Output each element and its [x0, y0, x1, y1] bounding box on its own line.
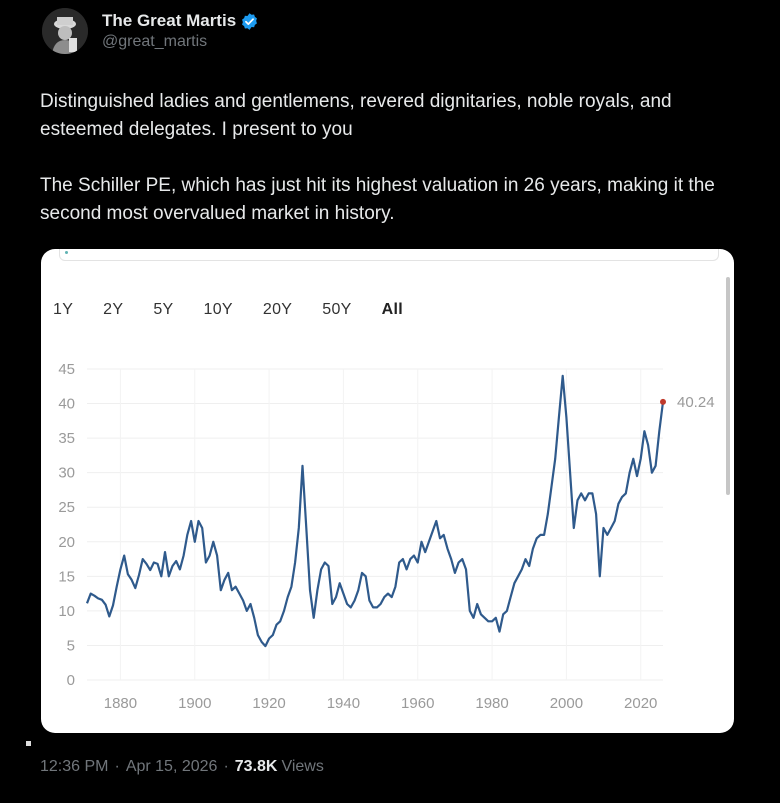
card-marker — [65, 251, 68, 254]
x-tick-label: 1880 — [104, 695, 137, 712]
post-time[interactable]: 12:36 PM — [40, 758, 109, 775]
post-date[interactable]: Apr 15, 2026 — [125, 758, 218, 775]
y-tick-label: 30 — [58, 465, 75, 482]
x-tick-label: 1900 — [178, 695, 211, 712]
post-text: Distinguished ladies and gentlemens, rev… — [40, 88, 740, 228]
x-tick-label: 2020 — [624, 695, 657, 712]
separator-dot: · — [223, 758, 229, 775]
scrollbar[interactable] — [726, 277, 730, 495]
y-tick-label: 35 — [58, 430, 75, 447]
y-tick-label: 5 — [67, 637, 75, 654]
y-tick-label: 20 — [58, 534, 75, 551]
schiller-pe-chart: 0 5 10 15 20 25 30 35 40 45 1880 1900 1920 1940 1960 19… — [58, 361, 715, 712]
last-value-label: 40.24 — [677, 394, 715, 411]
post-paragraph: Distinguished ladies and gentlemens, rev… — [40, 91, 672, 140]
card-top-border — [59, 249, 719, 261]
range-button-50y[interactable]: 50Y — [322, 301, 352, 318]
y-tick-label: 25 — [58, 499, 75, 516]
y-tick-label: 40 — [58, 396, 75, 413]
x-tick-label: 2000 — [550, 695, 583, 712]
x-tick-label: 1920 — [252, 695, 285, 712]
y-tick-label: 0 — [67, 672, 75, 689]
separator-dot: · — [114, 758, 120, 775]
post-header: The Great Martis @great_martis — [42, 4, 259, 58]
author-display-name[interactable]: The Great Martis — [102, 11, 237, 30]
last-point-marker — [660, 398, 666, 405]
x-tick-label: 1980 — [475, 695, 508, 712]
y-tick-label: 15 — [58, 568, 75, 585]
author-handle[interactable]: @great_martis — [102, 33, 208, 50]
range-button-20y[interactable]: 20Y — [262, 301, 293, 318]
verified-badge-icon — [242, 12, 258, 30]
avatar[interactable] — [42, 8, 88, 54]
views-label: Views — [281, 758, 324, 775]
range-button-all[interactable]: All — [381, 301, 403, 318]
y-tick-label: 10 — [58, 603, 75, 620]
range-button-5y[interactable]: 5Y — [153, 301, 174, 318]
post-paragraph: The Schiller PE, which has just hit its … — [40, 175, 715, 224]
y-tick-label: 45 — [58, 361, 75, 378]
media-indicator — [26, 741, 31, 746]
range-button-2y[interactable]: 2Y — [103, 301, 124, 318]
post-footer: 12:36 PM · Apr 15, 2026 · 73.8K Views — [40, 758, 324, 776]
range-button-10y[interactable]: 10Y — [203, 301, 233, 318]
range-selector: 1Y 2Y 5Y 10Y 20Y 50Y All — [53, 301, 433, 319]
range-button-1y[interactable]: 1Y — [53, 301, 74, 318]
chart-image-card[interactable]: 1Y 2Y 5Y 10Y 20Y 50Y All 0 5 10 15 20 25 30 35 40 45 188… — [41, 249, 734, 733]
pe-series-line — [85, 374, 665, 648]
x-tick-label: 1960 — [401, 695, 434, 712]
x-tick-label: 1940 — [327, 695, 360, 712]
views-count[interactable]: 73.8K — [234, 758, 278, 775]
